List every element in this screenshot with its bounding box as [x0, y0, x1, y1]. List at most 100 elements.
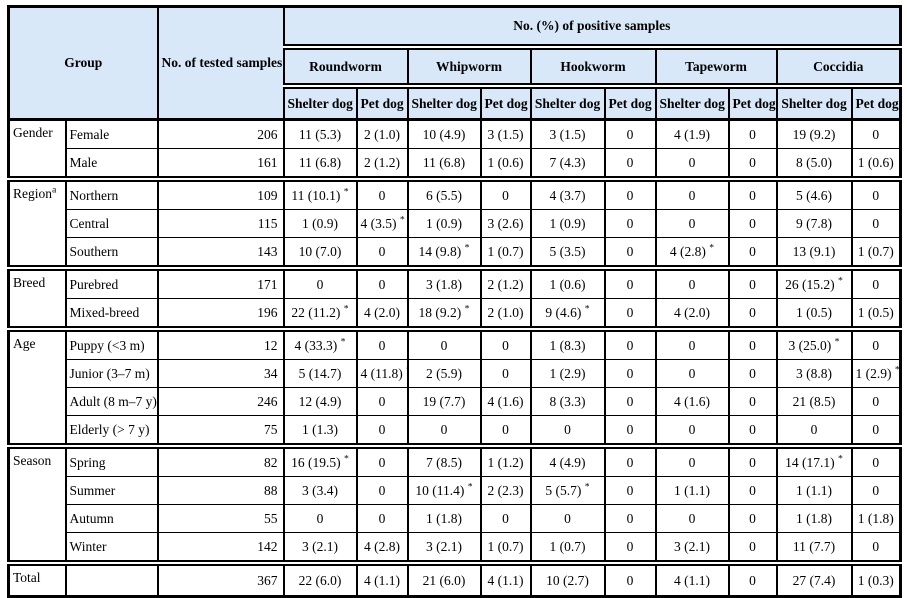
value-cell: 0 — [727, 326, 778, 360]
significance-marker: * — [709, 242, 715, 253]
value-cell: 0 — [355, 476, 409, 505]
value-cell: 1 (1.1) — [775, 476, 853, 505]
value-cell: 3 (3.4) — [282, 476, 358, 505]
column-header-hookworm-shelter: Shelter dog — [529, 85, 606, 121]
value-cell: 0 — [654, 265, 730, 299]
value-cell: 1 (1.1) — [654, 476, 730, 505]
group-label-cell: Northern — [64, 176, 159, 210]
value-cell: 0 — [479, 415, 532, 447]
group-column-header: Group — [7, 6, 159, 121]
value-cell: 4 (33.3) * — [282, 326, 358, 360]
value-cell: 22 (11.2) * — [282, 298, 358, 330]
group-category-cell: Regiona — [7, 176, 67, 269]
table-row: Winter 142 3 (2.1) 4 (2.8) 3 (2.1) 1 (0.7) 1 (… — [9, 532, 902, 564]
value-cell: 27 (7.4) — [775, 560, 853, 597]
significance-marker: * — [464, 303, 470, 314]
value-cell: 3 (1.5) — [479, 119, 532, 149]
value-cell: 0 — [654, 443, 730, 477]
value-cell: 7 (4.3) — [529, 148, 606, 180]
table-body: Gender Female 206 11 (5.3) 2 (1.0) 10 (4.9) 3 … — [7, 119, 902, 597]
value-cell: 2 (5.9) — [406, 359, 482, 388]
value-cell: 1 (0.6) — [479, 148, 532, 180]
significance-marker: * — [584, 303, 590, 314]
significance-marker: * — [464, 242, 470, 253]
tested-samples-cell: 109 — [156, 176, 285, 210]
value-cell: 9 (4.6) * — [529, 298, 606, 330]
significance-marker: * — [399, 214, 405, 225]
value-cell: 1 (2.9) * — [850, 359, 902, 388]
value-cell: 0 — [727, 148, 778, 180]
value-cell: 0 — [603, 209, 657, 238]
value-cell: 4 (3.5) * — [355, 209, 409, 238]
value-cell: 5 (5.7) * — [529, 476, 606, 505]
value-cell: 1 (1.8) — [850, 504, 902, 533]
value-cell: 26 (15.2) * — [775, 265, 853, 299]
value-cell: 1 (0.7) — [479, 237, 532, 269]
value-cell: 2 (1.0) — [355, 119, 409, 149]
value-cell: 10 (4.9) — [406, 119, 482, 149]
group-label-cell: Central — [64, 209, 159, 238]
value-cell: 0 — [850, 532, 902, 564]
value-cell: 0 — [775, 415, 853, 447]
value-cell: 13 (9.1) — [775, 237, 853, 269]
group-category-cell: Breed — [7, 265, 67, 330]
column-header-coccidia-shelter: Shelter dog — [775, 85, 853, 121]
value-cell: 3 (2.1) — [406, 532, 482, 564]
table-row: Gender Female 206 11 (5.3) 2 (1.0) 10 (4.9) 3 … — [7, 119, 902, 180]
value-cell: 0 — [603, 387, 657, 416]
column-header-tapeworm-pet: Pet dog — [727, 85, 778, 121]
footnote-marker: a — [52, 184, 57, 196]
significance-marker: * — [584, 481, 590, 492]
group-label-cell: Adult (8 m–7 y) — [64, 387, 159, 416]
column-header-roundworm: Roundworm — [282, 46, 409, 89]
column-header-tapeworm-shelter: Shelter dog — [654, 85, 730, 121]
value-cell: 0 — [355, 265, 409, 299]
tested-samples-cell: 115 — [156, 209, 285, 238]
value-cell: 0 — [850, 415, 902, 447]
value-cell: 1 (1.2) — [479, 443, 532, 477]
tested-samples-column-header: No. of tested samples — [156, 6, 285, 121]
table-row: Male 161 11 (6.8) 2 (1.2) 11 (6.8) 1 (0.6) 7 (… — [9, 148, 902, 180]
value-cell: 0 — [406, 326, 482, 360]
column-header-whipworm: Whipworm — [406, 46, 532, 89]
value-cell: 4 (1.1) — [479, 560, 532, 597]
tested-samples-cell: 75 — [156, 415, 285, 447]
value-cell: 8 (3.3) — [529, 387, 606, 416]
value-cell: 0 — [727, 415, 778, 447]
value-cell: 2 (1.2) — [355, 148, 409, 180]
value-cell: 3 (2.1) — [654, 532, 730, 564]
value-cell: 4 (1.6) — [654, 387, 730, 416]
value-cell: 0 — [727, 387, 778, 416]
value-cell: 0 — [603, 119, 657, 149]
value-cell: 0 — [850, 476, 902, 505]
value-cell: 0 — [727, 560, 778, 597]
value-cell: 1 (1.8) — [406, 504, 482, 533]
value-cell: 0 — [355, 415, 409, 447]
value-cell: 0 — [654, 359, 730, 388]
value-cell: 8 (5.0) — [775, 148, 853, 180]
value-cell: 11 (10.1) * — [282, 176, 358, 210]
table-row: Season Spring 82 16 (19.5) * 0 7 (8.5) 1 (1.2)… — [7, 443, 902, 564]
value-cell: 0 — [654, 326, 730, 360]
significance-marker: * — [343, 186, 349, 197]
group-label-cell — [64, 560, 159, 597]
value-cell: 4 (1.1) — [355, 560, 409, 597]
value-cell: 0 — [603, 265, 657, 299]
significance-marker: * — [344, 453, 349, 464]
significance-marker: * — [340, 336, 346, 347]
column-header-hookworm: Hookworm — [529, 46, 657, 89]
value-cell: 1 (0.9) — [406, 209, 482, 238]
tested-samples-cell: 367 — [156, 560, 285, 597]
value-cell: 0 — [727, 209, 778, 238]
value-cell: 0 — [850, 265, 902, 299]
value-cell: 2 (1.0) — [479, 298, 532, 330]
table-row: Junior (3–7 m)345 (14.7)4 (11.8) *2 (5.9… — [9, 359, 902, 388]
value-cell: 0 — [654, 209, 730, 238]
column-header-coccidia: Coccidia — [775, 46, 902, 89]
value-cell: 0 — [479, 504, 532, 533]
table-row: Regiona Northern 109 11 (10.1) * 0 6 (5.5) 0 4 … — [7, 176, 902, 269]
value-cell: 0 — [355, 443, 409, 477]
value-cell: 0 — [727, 237, 778, 269]
group-label-cell: Purebred — [64, 265, 159, 299]
table-row: Autumn 55 0 0 1 (1.8) 0 0 0 0 0 1 (1.8) 1 (1.8) — [9, 504, 902, 533]
